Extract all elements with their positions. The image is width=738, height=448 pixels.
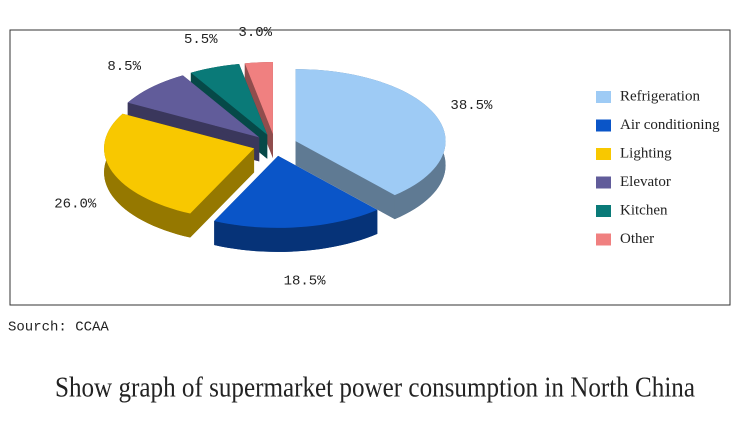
- slice-top: [244, 62, 273, 135]
- legend-swatch: [596, 91, 611, 103]
- legend-label: Kitchen: [620, 202, 668, 218]
- slice-top: [127, 75, 260, 138]
- legend-swatch: [596, 119, 611, 132]
- data-label: 5.5%: [184, 32, 218, 48]
- source-note: Sourch: CCAA: [8, 320, 109, 336]
- slice-top: [295, 69, 446, 196]
- slice-side: [214, 209, 378, 252]
- chart-caption: Show graph of supermarket power consumpt…: [55, 372, 696, 403]
- data-label: 18.5%: [284, 274, 327, 290]
- pie-slice: [104, 113, 255, 238]
- pie-slice: [295, 69, 446, 220]
- legend-swatch: [596, 233, 611, 246]
- slice-top: [104, 113, 255, 214]
- slice-wall: [295, 141, 395, 220]
- legend-swatch: [596, 148, 611, 160]
- slice-wall: [190, 148, 255, 238]
- data-label: 38.5%: [450, 98, 493, 114]
- legend-swatch: [596, 205, 611, 217]
- legend-label: Other: [620, 231, 654, 247]
- legend-label: Refrigeration: [620, 88, 700, 104]
- legend-label: Lighting: [620, 145, 672, 161]
- slice-top: [190, 63, 268, 135]
- slice-top: [214, 155, 378, 228]
- legend-swatch: [596, 176, 611, 189]
- data-label: 26.0%: [54, 197, 97, 213]
- legend-label: Elevator: [620, 174, 671, 190]
- legend-label: Air conditioning: [620, 117, 720, 133]
- data-label: 3.0%: [238, 25, 272, 41]
- pie-slice: [214, 155, 378, 252]
- slice-side: [104, 113, 191, 238]
- data-label: 8.5%: [107, 59, 141, 75]
